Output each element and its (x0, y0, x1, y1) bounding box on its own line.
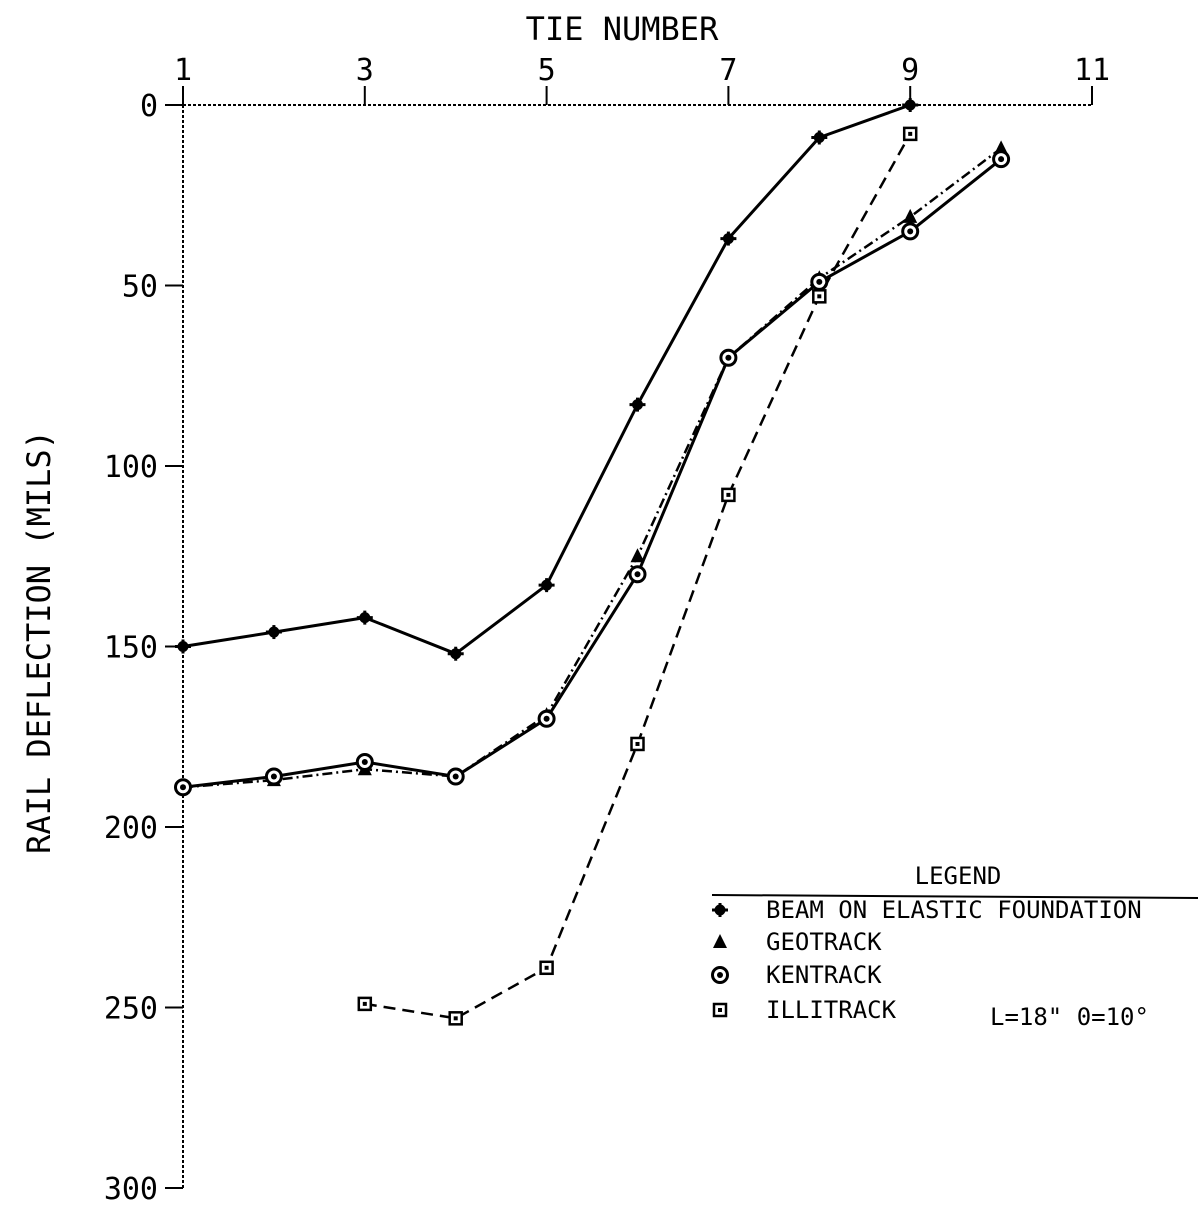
x-tick-label: 5 (538, 53, 556, 88)
data-point-square (630, 736, 645, 752)
square-marker-dot (362, 1001, 367, 1006)
circle-marker-dot (543, 715, 550, 722)
triangle-marker (903, 208, 918, 223)
circle-marker-dot (717, 972, 723, 978)
legend-items: BEAM ON ELASTIC FOUNDATION GEOTRACK KENTRA… (711, 896, 1142, 1024)
data-point-circle (901, 222, 920, 241)
series-line-circle (182, 158, 1003, 789)
data-point-triangle (903, 208, 918, 223)
series-line-star (182, 103, 911, 656)
data-point-square (448, 1011, 463, 1026)
data-point-triangle (630, 548, 645, 563)
circle-marker-dot (998, 156, 1005, 163)
legend-item-triangle: GEOTRACK (713, 928, 882, 956)
x-tick-label: 1 (174, 53, 192, 88)
y-tick-label: 250 (104, 992, 158, 1027)
data-point-circle (174, 778, 192, 797)
legend-item-circle: KENTRACK (711, 961, 882, 989)
data-point-star (712, 903, 728, 917)
data-point-circle (628, 565, 647, 584)
legend-item-square: ILLITRACK (712, 996, 897, 1024)
legend-label: KENTRACK (766, 961, 882, 989)
y-tick-label: 50 (122, 270, 158, 305)
y-tick-label: 100 (104, 450, 158, 485)
data-point-circle (537, 709, 556, 728)
data-point-star (538, 578, 555, 593)
legend-label: ILLITRACK (766, 996, 897, 1024)
circle-marker-dot (270, 773, 277, 780)
data-point-square (812, 289, 827, 304)
x-tick-label: 11 (1074, 53, 1110, 88)
circle-marker-dot (634, 571, 641, 578)
triangle-marker (630, 548, 645, 563)
legend-label: BEAM ON ELASTIC FOUNDATION (766, 896, 1142, 924)
circle-marker-dot (452, 773, 459, 780)
square-marker-dot (635, 741, 640, 746)
data-point-square (712, 1002, 728, 1018)
legend-note: L=18" 0=10° (990, 1003, 1149, 1031)
square-marker-dot (718, 1008, 722, 1012)
legend-rule (711, 894, 1199, 899)
square-marker-dot (726, 492, 731, 497)
data-point-triangle (713, 934, 727, 948)
square-marker-dot (817, 294, 822, 299)
series-triangle (176, 140, 1009, 794)
circle-marker-dot (361, 759, 368, 766)
data-point-square (539, 960, 554, 976)
triangle-marker (994, 140, 1009, 155)
series-line-triangle (182, 147, 1002, 789)
data-point-circle (719, 348, 738, 367)
data-point-circle (264, 767, 283, 786)
y-axis-title: RAIL DEFLECTION (MILS) (20, 430, 58, 854)
legend-item-star: BEAM ON ELASTIC FOUNDATION (712, 896, 1142, 924)
legend-label: GEOTRACK (766, 928, 882, 956)
circle-marker-dot (907, 228, 914, 235)
data-point-square (721, 487, 736, 503)
y-ticks: 0 50 100 150 200 250 300 (104, 89, 183, 1205)
series-star (175, 98, 919, 661)
y-tick-label: 300 (104, 1172, 158, 1205)
data-point-star (356, 610, 373, 625)
data-point-star (447, 646, 464, 661)
legend: LEGEND BEAM ON ELASTIC FOUNDATION GEOTRAC… (711, 862, 1199, 1031)
data-point-star (811, 130, 828, 145)
data-point-square (357, 996, 373, 1012)
data-point-star (175, 639, 191, 654)
y-tick-label: 0 (140, 89, 158, 124)
triangle-marker (713, 934, 727, 948)
data-point-circle (446, 767, 465, 786)
y-tick-label: 200 (104, 811, 158, 846)
series-layer (174, 98, 1011, 1026)
circle-marker-dot (725, 354, 732, 361)
data-point-circle (992, 150, 1011, 169)
square-marker-dot (908, 131, 913, 136)
data-point-star (629, 397, 646, 412)
x-tick-label: 3 (356, 53, 374, 88)
data-point-circle (355, 753, 374, 772)
circle-marker-dot (816, 278, 823, 285)
series-square (357, 126, 918, 1026)
series-circle (174, 150, 1011, 797)
square-marker-dot (544, 965, 549, 970)
circle-marker-dot (180, 784, 186, 791)
x-ticks: 1 3 5 7 9 11 (174, 53, 1110, 105)
x-tick-label: 7 (719, 53, 737, 88)
legend-title: LEGEND (915, 862, 1002, 890)
x-tick-label: 9 (901, 53, 919, 88)
y-tick-label: 150 (104, 631, 158, 666)
data-point-square (902, 126, 918, 142)
x-axis-title: TIE NUMBER (526, 10, 719, 48)
data-point-triangle (994, 140, 1009, 155)
data-point-star (720, 231, 737, 246)
data-point-star (265, 625, 282, 640)
square-marker-dot (453, 1016, 458, 1021)
data-point-circle (711, 966, 729, 984)
data-point-star (902, 98, 919, 112)
